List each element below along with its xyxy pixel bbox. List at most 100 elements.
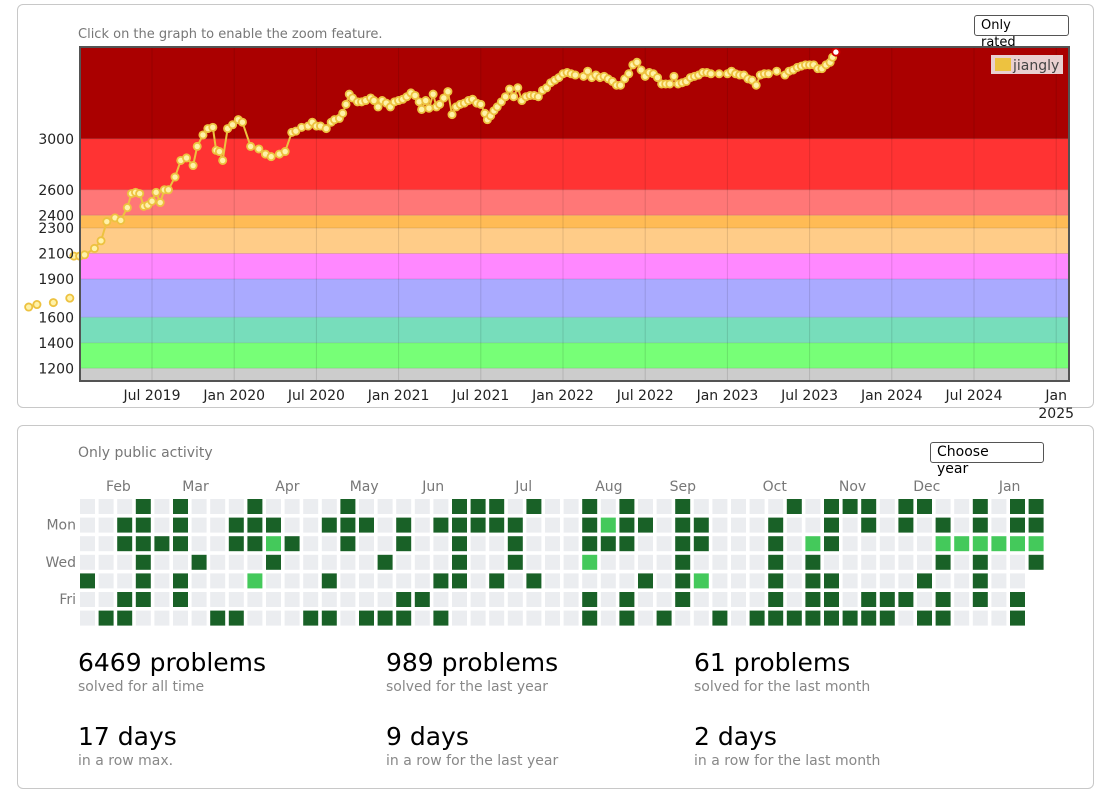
activity-day-cell xyxy=(321,499,337,514)
activity-day-cell xyxy=(1028,536,1044,552)
rating-point xyxy=(122,203,132,213)
activity-day-cell xyxy=(861,592,877,607)
activity-day-cell xyxy=(675,499,691,514)
rating-band xyxy=(80,253,1069,280)
rating-point xyxy=(435,99,445,109)
activity-day-cell xyxy=(712,499,728,514)
activity-day-cell xyxy=(638,517,653,533)
activity-day-cell xyxy=(284,610,300,626)
activity-day-cell xyxy=(991,610,1007,626)
stat-last-month: 61 problems solved for the last month xyxy=(694,648,870,696)
activity-day-cell xyxy=(1028,517,1044,533)
activity-day-cell xyxy=(731,573,746,589)
activity-day-cell xyxy=(731,536,746,552)
activity-day-cell xyxy=(303,554,319,570)
rating-point xyxy=(831,47,841,57)
activity-day-cell xyxy=(972,536,988,552)
y-tick-label: 1400 xyxy=(38,336,74,352)
rating-point xyxy=(439,93,449,103)
stat-value: 2 days xyxy=(694,722,777,751)
rating-point xyxy=(417,104,427,114)
activity-day-cell xyxy=(98,517,114,533)
activity-day-cell xyxy=(173,517,188,533)
activity-day-cell xyxy=(749,573,765,589)
activity-day-cell xyxy=(396,610,412,626)
activity-day-cell xyxy=(154,610,170,626)
activity-day-cell xyxy=(824,592,839,607)
rating-point xyxy=(410,90,420,100)
activity-day-cell xyxy=(749,592,765,607)
activity-day-cell xyxy=(638,499,653,514)
activity-day-cell xyxy=(191,554,207,570)
activity-day-cell xyxy=(563,517,579,533)
activity-day-cell xyxy=(247,536,263,552)
activity-day-cell xyxy=(228,499,244,514)
activity-day-cell xyxy=(377,517,393,533)
activity-day-cell xyxy=(991,573,1007,589)
activity-day-cell xyxy=(117,592,133,607)
activity-day-cell xyxy=(359,499,374,514)
activity-day-cell xyxy=(917,499,932,514)
x-tick-label: Jul 2020 xyxy=(287,388,345,404)
activity-day-cell xyxy=(600,592,616,607)
activity-day-cell xyxy=(117,573,133,589)
activity-day-cell xyxy=(191,499,207,514)
activity-day-cell xyxy=(377,554,393,570)
activity-day-cell xyxy=(582,554,598,570)
activity-day-cell xyxy=(954,573,970,589)
activity-day-cell xyxy=(898,499,914,514)
rating-point xyxy=(214,147,224,157)
activity-day-cell xyxy=(247,610,263,626)
activity-day-cell xyxy=(414,554,430,570)
activity-day-cell xyxy=(98,536,114,552)
activity-day-cell xyxy=(935,536,951,552)
activity-day-cell xyxy=(582,536,598,552)
activity-day-cell xyxy=(284,499,300,514)
rating-point xyxy=(116,215,126,225)
activity-day-cell xyxy=(656,554,672,570)
activity-day-cell xyxy=(619,592,635,607)
activity-day-cell xyxy=(1010,592,1025,607)
activity-day-cell xyxy=(284,592,300,607)
activity-day-cell xyxy=(247,554,263,570)
activity-day-cell xyxy=(173,610,188,626)
rating-band xyxy=(80,47,1069,139)
activity-day-cell xyxy=(135,554,151,570)
year-select[interactable]: Choose year xyxy=(930,442,1044,477)
activity-day-cell xyxy=(861,536,877,552)
rating-point xyxy=(246,141,256,151)
activity-day-cell xyxy=(786,554,802,570)
activity-day-cell xyxy=(266,499,281,514)
activity-day-cell xyxy=(80,573,95,589)
activity-day-cell xyxy=(135,592,151,607)
rating-point xyxy=(706,69,716,79)
activity-day-cell xyxy=(954,536,970,552)
activity-day-cell xyxy=(638,592,653,607)
activity-day-cell xyxy=(898,592,914,607)
rating-band xyxy=(80,138,1069,190)
zoom-hint: Click on the graph to enable the zoom fe… xyxy=(78,27,383,42)
activity-day-cell xyxy=(972,592,988,607)
x-tick-label: Jul 2019 xyxy=(123,388,181,404)
activity-day-cell xyxy=(173,499,188,514)
rating-point xyxy=(218,155,228,165)
activity-day-cell xyxy=(526,499,542,514)
activity-day-cell xyxy=(191,592,207,607)
activity-day-cell xyxy=(154,517,170,533)
activity-day-cell xyxy=(972,499,988,514)
rating-point xyxy=(102,217,112,227)
activity-day-cell xyxy=(117,517,133,533)
activity-day-cell xyxy=(396,554,412,570)
x-tick-label: Jan 2024 xyxy=(860,388,923,404)
x-tick-label: Jan 2020 xyxy=(202,388,265,404)
activity-day-cell xyxy=(396,517,412,533)
x-tick-label: Jan 2021 xyxy=(367,388,430,404)
activity-day-cell xyxy=(563,573,579,589)
activity-day-cell xyxy=(842,517,858,533)
activity-day-cell xyxy=(861,610,877,626)
activity-day-cell xyxy=(470,499,486,514)
activity-day-cell xyxy=(135,499,151,514)
activity-day-cell xyxy=(340,610,356,626)
activity-day-cell xyxy=(749,610,765,626)
